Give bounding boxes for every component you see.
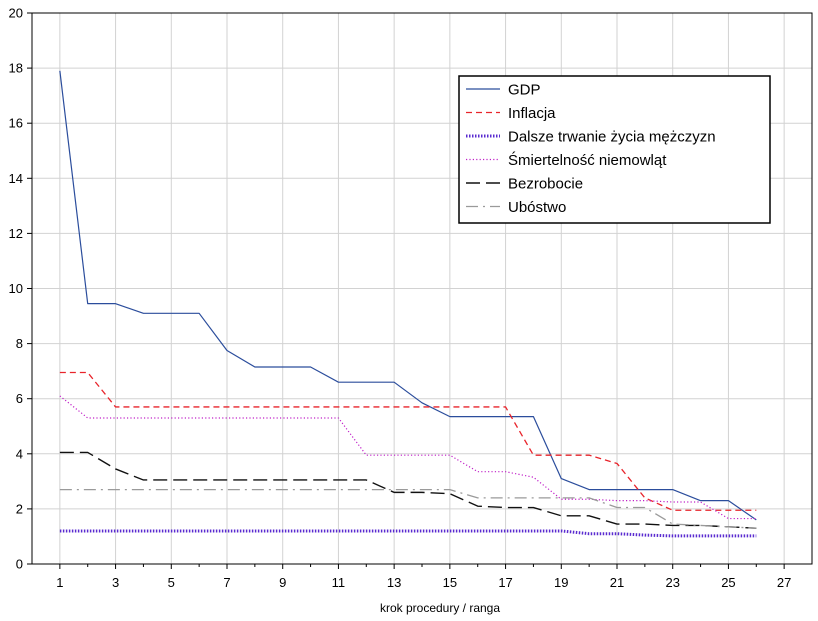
x-tick-label: 27 <box>777 575 791 590</box>
y-axis-ticks: 0 2 4 6 8 10 12 14 16 18 20 <box>9 6 32 572</box>
x-axis-title: krok procedury / ranga <box>380 601 500 615</box>
series-line-3 <box>59 529 757 538</box>
gridlines <box>32 13 812 564</box>
y-tick-label: 2 <box>16 501 23 516</box>
y-tick-label: 18 <box>9 61 23 76</box>
legend-label-4: Śmiertelność niemowląt <box>508 151 667 169</box>
series-line-6 <box>59 488 757 529</box>
legend-label-2: Inflacja <box>508 105 556 122</box>
legend-label-1: GDP <box>508 82 541 99</box>
legend-label-5: Bezrobocie <box>508 176 583 193</box>
x-tick-label: 25 <box>721 575 735 590</box>
series-lines <box>59 70 757 538</box>
x-tick-label: 13 <box>387 575 401 590</box>
legend-label-3: Dalsze trwanie życia mężczyzn <box>508 129 716 146</box>
x-tick-label: 15 <box>443 575 457 590</box>
y-tick-label: 8 <box>16 336 23 351</box>
legend-label-6: Ubóstwo <box>508 199 566 216</box>
y-tick-label: 16 <box>9 116 23 131</box>
legend-box <box>458 75 771 224</box>
legend: GDP Inflacja Dalsze trwanie życia mężczyzn… <box>458 75 771 224</box>
series-line-5 <box>59 451 757 529</box>
x-tick-label: 1 <box>56 575 63 590</box>
x-tick-label: 3 <box>112 575 119 590</box>
series-line-2 <box>59 371 757 511</box>
series-line-4 <box>59 395 757 520</box>
y-tick-label: 4 <box>16 446 23 461</box>
x-axis-ticks: 1 3 5 7 9 11 13 15 17 19 21 23 25 27 <box>56 564 791 590</box>
x-tick-label: 19 <box>554 575 568 590</box>
y-tick-label: 10 <box>9 281 23 296</box>
x-tick-label: 5 <box>168 575 175 590</box>
x-tick-label: 9 <box>279 575 286 590</box>
y-tick-label: 0 <box>16 557 23 572</box>
y-tick-label: 6 <box>16 391 23 406</box>
series-line-1 <box>59 70 757 521</box>
y-tick-label: 20 <box>9 6 23 21</box>
x-tick-label: 23 <box>665 575 679 590</box>
y-tick-label: 14 <box>9 171 23 186</box>
x-tick-label: 17 <box>498 575 512 590</box>
x-tick-label: 7 <box>223 575 230 590</box>
x-tick-label: 11 <box>332 575 346 590</box>
y-tick-label: 12 <box>9 226 23 241</box>
x-tick-label: 21 <box>610 575 624 590</box>
